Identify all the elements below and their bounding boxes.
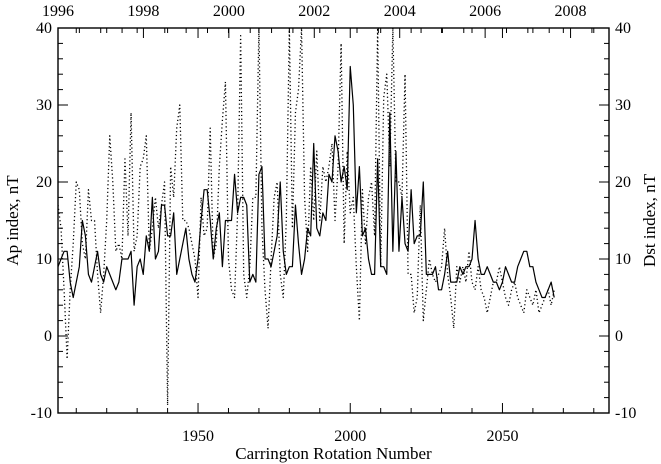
y-tick-label-right: 10 xyxy=(615,251,631,268)
top-tick-label: 1996 xyxy=(42,3,74,20)
top-tick-label: 2002 xyxy=(298,3,330,20)
plot-frame xyxy=(57,27,610,414)
y-tick-label-left: 0 xyxy=(44,328,52,345)
series-line-2 xyxy=(58,28,555,406)
y-tick-label-left: 20 xyxy=(36,174,52,191)
x-tick-label: 2050 xyxy=(486,428,518,445)
top-tick-label: 2000 xyxy=(213,3,245,20)
y-tick-label-right: -10 xyxy=(615,405,636,422)
y-tick-label-right: 30 xyxy=(615,97,631,114)
series-line-1 xyxy=(58,65,555,306)
top-tick-label: 2006 xyxy=(469,3,501,20)
top-tick-label: 1998 xyxy=(127,3,159,20)
y-tick-label-left: 30 xyxy=(36,97,52,114)
x-axis-title: Carrington Rotation Number xyxy=(235,444,432,463)
top-tick-label: 2008 xyxy=(555,3,587,20)
y-axis-title-right: Dst index, nT xyxy=(640,173,659,267)
x-tick-label: 2000 xyxy=(334,428,366,445)
y-axis-title-left: Ap index, nT xyxy=(3,175,22,266)
y-tick-label-right: 20 xyxy=(615,174,631,191)
y-tick-label-left: -10 xyxy=(31,405,52,422)
y-tick-label-left: 40 xyxy=(36,20,52,37)
top-tick-label: 2004 xyxy=(384,3,416,20)
y-tick-label-right: 40 xyxy=(615,20,631,37)
y-tick-label-left: 10 xyxy=(36,251,52,268)
series-layer xyxy=(58,28,555,406)
y-tick-label-right: 0 xyxy=(615,328,623,345)
x-tick-label: 1950 xyxy=(182,428,214,445)
